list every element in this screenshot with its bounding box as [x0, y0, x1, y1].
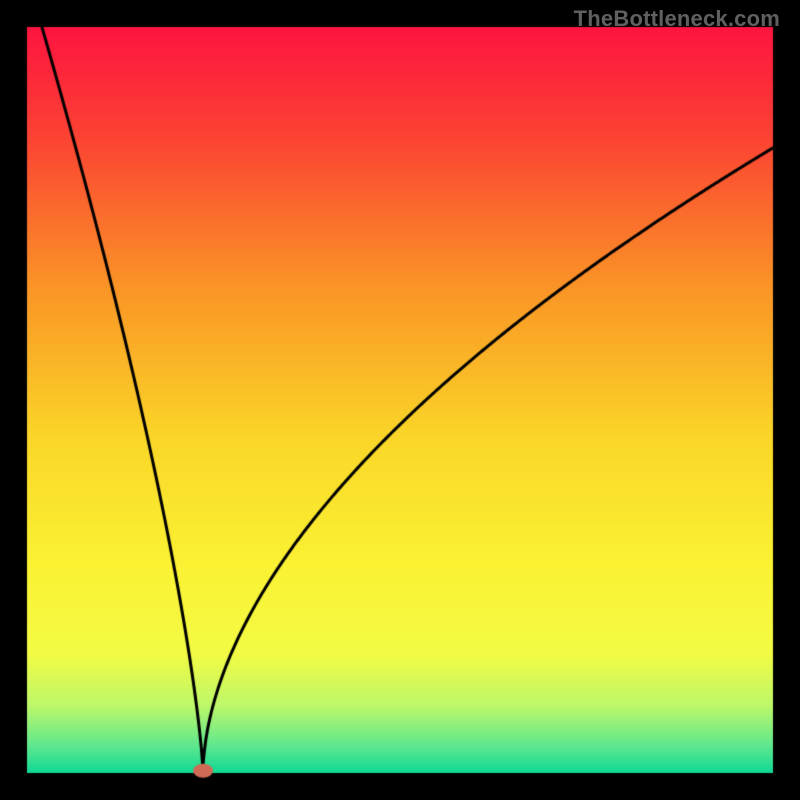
- watermark-text: TheBottleneck.com: [574, 6, 780, 32]
- bottleneck-chart: [0, 0, 800, 800]
